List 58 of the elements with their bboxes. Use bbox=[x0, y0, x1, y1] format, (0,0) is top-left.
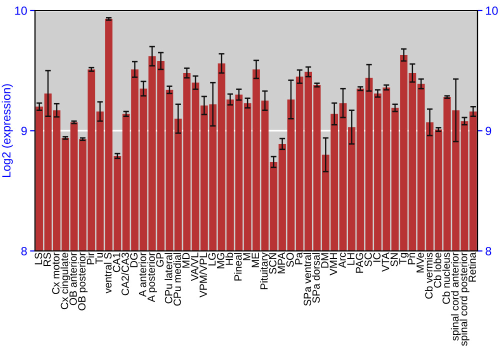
x-tick-label: Hb bbox=[225, 252, 234, 265]
x-tick-label: Pn bbox=[408, 253, 416, 264]
x-tick-label: MD bbox=[182, 252, 190, 268]
y-tick-label: 9 bbox=[21, 126, 27, 136]
x-tick-label: ME bbox=[252, 252, 259, 268]
x-tick-label: Pineal bbox=[234, 253, 242, 280]
x-tick-label: DG bbox=[130, 253, 138, 268]
x-tick-label: OB posterior bbox=[78, 252, 88, 310]
x-tick-label: CA2/CA3 bbox=[121, 252, 129, 296]
x-tick-label: Cx cingulate bbox=[60, 252, 70, 310]
x-tick-label: SN bbox=[390, 253, 398, 266]
x-tick-label: VMH bbox=[330, 253, 338, 276]
x-tick-label: VPM/VPL bbox=[199, 252, 207, 298]
x-tick-label: Cb vermis bbox=[424, 252, 433, 299]
x-tick-label: spinal cord anterior bbox=[450, 252, 461, 341]
x-tick-label: VA/VL bbox=[190, 252, 198, 282]
x-tick-label: CPu medial bbox=[173, 253, 181, 306]
x-tick-label: MG bbox=[216, 253, 224, 268]
x-tick-label: SPa dorsal bbox=[312, 253, 320, 303]
x-tick-label: SCN bbox=[269, 253, 276, 274]
x-tick-label: Pituitary bbox=[260, 252, 270, 290]
y2-tick-label: 10 bbox=[486, 6, 498, 15]
x-tick-label: SPa ventral bbox=[303, 253, 312, 306]
y-tick-label: 8 bbox=[21, 246, 27, 256]
x-tick-label: RS bbox=[43, 252, 51, 266]
x-tick-label: Cx motor bbox=[52, 252, 60, 294]
x-tick-label: Cb nucleus bbox=[442, 252, 450, 304]
x-tick-label: A posterior bbox=[147, 252, 157, 302]
y2-tick-label: 8 bbox=[486, 246, 492, 256]
x-tick-label: Arc bbox=[338, 252, 346, 268]
x-tick-label: Tg bbox=[399, 253, 409, 264]
x-tick-label: CA1 bbox=[112, 252, 120, 272]
x-tick-label: Retina bbox=[468, 252, 476, 282]
x-tick-label: CPu lateral bbox=[164, 253, 172, 304]
y-tick-label: 10 bbox=[15, 6, 27, 15]
x-tick-label: GP bbox=[156, 252, 164, 267]
y2-tick-label: 9 bbox=[486, 126, 492, 136]
x-tick-label: MVe bbox=[416, 252, 424, 272]
x-tick-label: SO bbox=[286, 252, 294, 267]
x-tick-label: Pir bbox=[86, 252, 94, 264]
x-tick-label: OB anterior bbox=[69, 252, 77, 306]
x-tick-label: Cb lobe bbox=[434, 252, 442, 288]
x-tick-label: spinal cord posterior bbox=[460, 252, 470, 346]
x-tick-label: Tu bbox=[96, 253, 103, 264]
x-tick-label: PAG bbox=[356, 253, 364, 273]
x-tick-label: VTA bbox=[382, 252, 390, 272]
x-tick-label: M bbox=[243, 253, 250, 260]
x-tick-label: IC bbox=[373, 252, 381, 262]
x-tick-label: A anterior bbox=[138, 252, 146, 297]
x-tick-label: Pa bbox=[295, 252, 302, 264]
x-tick-label: SC bbox=[364, 252, 372, 266]
x-tick-label: DM bbox=[321, 253, 328, 268]
x-tick-label: MPA bbox=[278, 252, 285, 274]
y-axis-title: Log2 (expression) bbox=[2, 84, 13, 177]
x-tick-label: LH bbox=[347, 253, 354, 265]
x-tick-label: ventral S bbox=[104, 252, 112, 294]
x-tick-label: LG bbox=[208, 253, 216, 266]
x-tick-label: LS bbox=[34, 252, 42, 264]
